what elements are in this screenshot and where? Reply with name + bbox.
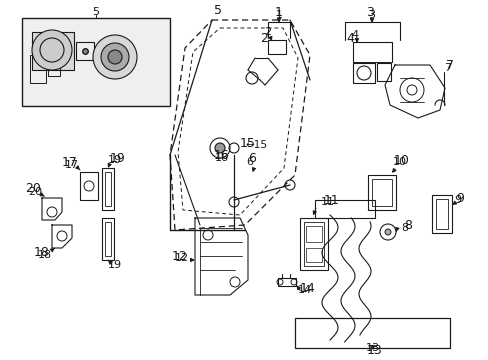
Text: 8: 8 (401, 223, 408, 233)
Text: 12: 12 (172, 249, 187, 262)
Text: ←15: ←15 (244, 140, 266, 150)
Text: 4: 4 (351, 30, 358, 40)
Bar (76, 42, 94, 60)
Text: 11: 11 (320, 197, 334, 207)
Circle shape (101, 43, 129, 71)
Text: 2: 2 (260, 32, 267, 45)
Text: 17: 17 (65, 160, 79, 170)
Text: 11: 11 (324, 194, 339, 207)
Text: 10: 10 (392, 157, 406, 167)
Text: 6: 6 (246, 157, 253, 167)
Text: 20: 20 (28, 187, 42, 197)
Bar (435, 199, 447, 229)
Text: 16: 16 (215, 153, 228, 163)
Bar (278, 278, 295, 286)
Text: 20: 20 (25, 181, 41, 194)
Text: 17: 17 (62, 156, 78, 168)
Text: 8: 8 (403, 219, 411, 231)
Text: 18: 18 (34, 246, 50, 258)
Text: 9: 9 (453, 195, 461, 205)
Bar (304, 222, 324, 266)
Circle shape (32, 30, 72, 70)
Bar (48, 62, 60, 76)
Text: 19: 19 (108, 260, 122, 270)
Text: 12: 12 (175, 253, 189, 263)
Text: 10: 10 (393, 153, 409, 166)
Bar (32, 32, 74, 70)
Circle shape (215, 143, 224, 153)
Bar (376, 63, 390, 81)
Bar (294, 318, 449, 348)
Text: 3: 3 (366, 5, 373, 18)
Bar (352, 63, 374, 83)
Text: 5: 5 (214, 4, 222, 17)
Bar (102, 218, 114, 260)
Text: 13: 13 (365, 343, 379, 353)
Text: 9: 9 (455, 192, 463, 204)
Text: 15: 15 (240, 136, 255, 149)
Text: 13: 13 (366, 343, 382, 356)
Text: 6: 6 (247, 152, 255, 165)
Bar (30, 55, 46, 83)
Circle shape (93, 35, 137, 79)
Text: 4: 4 (346, 32, 353, 45)
Text: 2: 2 (264, 27, 271, 37)
Text: 14: 14 (297, 285, 311, 295)
Text: 7: 7 (445, 59, 453, 72)
Bar (431, 195, 451, 233)
Text: 7: 7 (444, 63, 450, 73)
Text: 16: 16 (214, 149, 229, 162)
Bar (80, 172, 98, 200)
Text: 18: 18 (38, 250, 52, 260)
Bar (314, 200, 374, 218)
Bar (305, 248, 321, 262)
Text: 1: 1 (274, 5, 283, 18)
Bar (305, 226, 321, 242)
Text: 3: 3 (368, 10, 375, 20)
Text: 19: 19 (110, 152, 125, 165)
Circle shape (108, 50, 122, 64)
Bar (102, 168, 114, 210)
Bar (105, 172, 111, 206)
Text: 19: 19 (108, 155, 122, 165)
Text: 1: 1 (275, 10, 282, 20)
Bar (367, 175, 395, 210)
Bar (299, 218, 327, 270)
Bar (267, 40, 285, 54)
Bar (371, 179, 391, 206)
Text: 14: 14 (300, 282, 315, 294)
Circle shape (384, 229, 390, 235)
Text: 5: 5 (92, 7, 99, 17)
Bar (105, 222, 111, 256)
Bar (22, 18, 170, 106)
